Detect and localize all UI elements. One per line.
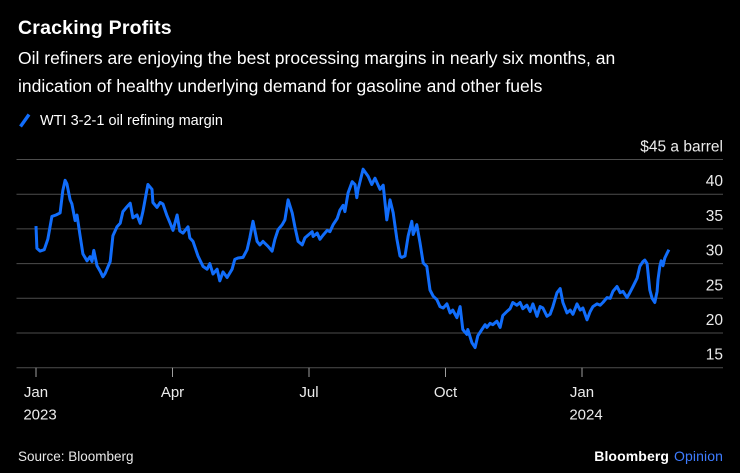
- x-axis-label: Apr: [161, 384, 184, 401]
- x-axis-label: Jan: [570, 384, 594, 401]
- y-axis-label: 20: [706, 312, 724, 329]
- x-axis-label: Jul: [299, 384, 318, 401]
- x-axis-year-label: 2023: [23, 407, 56, 424]
- subtitle-line-2: indication of healthy underlying demand …: [18, 75, 543, 96]
- refining-margin-line: [34, 167, 671, 350]
- bloomberg-opinion-logo: Bloomberg Opinion: [594, 448, 723, 464]
- brand-bloomberg: Bloomberg: [594, 448, 670, 464]
- legend-label: WTI 3-2-1 oil refining margin: [40, 112, 223, 129]
- x-axis-label: Oct: [434, 384, 458, 401]
- chart-header: Cracking Profits Oil refiners are enjoyi…: [18, 16, 724, 129]
- x-axis-label: Jan: [24, 384, 48, 401]
- x-axis-year-label: 2024: [569, 407, 602, 424]
- chart-subtitle: Oil refiners are enjoying the best proce…: [18, 45, 724, 100]
- y-axis-label: 15: [706, 347, 723, 364]
- y-axis-label: 25: [706, 277, 723, 294]
- chart-title: Cracking Profits: [18, 17, 172, 39]
- y-axis-label: 30: [706, 243, 724, 260]
- slash-icon: [19, 113, 31, 128]
- chart-legend: WTI 3-2-1 oil refining margin: [18, 112, 724, 129]
- brand-opinion: Opinion: [674, 448, 723, 464]
- chart-footer: Source: Bloomberg Bloomberg Opinion: [18, 448, 723, 464]
- subtitle-line-1: Oil refiners are enjoying the best proce…: [18, 48, 616, 68]
- source-note: Source: Bloomberg: [18, 449, 134, 464]
- y-axis-label: 40: [706, 173, 724, 190]
- y-axis-label: $45 a barrel: [640, 139, 723, 156]
- y-axis-label: 35: [706, 208, 723, 225]
